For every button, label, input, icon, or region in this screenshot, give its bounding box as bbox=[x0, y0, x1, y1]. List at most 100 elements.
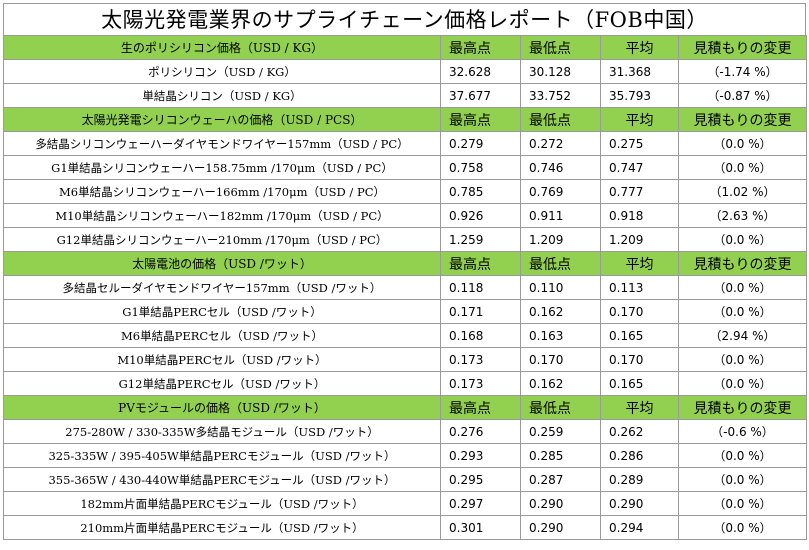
price-average: 0.289 bbox=[600, 467, 679, 492]
price-table-body: 生のポリシリコン価格（USD / KG） 最高点 最低点 平均 見積もりの変更 ポリシリコ… bbox=[3, 35, 807, 540]
column-header-average: 平均 bbox=[600, 35, 679, 60]
column-header-low: 最低点 bbox=[520, 395, 601, 420]
column-header-average: 平均 bbox=[600, 107, 679, 132]
price-low: 0.259 bbox=[520, 419, 601, 444]
column-header-high: 最高点 bbox=[440, 35, 521, 60]
column-header-change: 見積もりの変更 bbox=[678, 35, 807, 60]
table-row: 182mm片面単結晶PERCモジュール（USD /ワット） 0.297 0.290 0… bbox=[3, 491, 807, 516]
section-header-row: 太陽光発電シリコンウェーハの価格（USD / PCS） 最高点 最低点 平均 見積もりの… bbox=[3, 107, 807, 132]
price-high: 0.926 bbox=[440, 203, 521, 228]
price-average: 0.918 bbox=[600, 203, 679, 228]
column-header-low: 最低点 bbox=[520, 251, 601, 276]
table-row: 210mm片面単結晶PERCモジュール（USD /ワット） 0.301 0.290 0… bbox=[3, 515, 807, 540]
price-low: 33.752 bbox=[520, 83, 601, 108]
price-change: （0.0 %） bbox=[678, 275, 807, 300]
price-change: （-0.87 %） bbox=[678, 83, 807, 108]
product-name: M10単結晶シリコンウェーハー182mm /170μm（USD / PC） bbox=[3, 203, 441, 228]
price-low: 0.287 bbox=[520, 467, 601, 492]
price-change: （0.0 %） bbox=[678, 467, 807, 492]
price-average: 0.113 bbox=[600, 275, 679, 300]
product-name: ポリシリコン（USD / KG） bbox=[3, 59, 441, 84]
price-average: 35.793 bbox=[600, 83, 679, 108]
price-change: （0.0 %） bbox=[678, 515, 807, 540]
price-low: 0.746 bbox=[520, 155, 601, 180]
price-low: 0.290 bbox=[520, 515, 601, 540]
price-high: 0.276 bbox=[440, 419, 521, 444]
price-change: （0.0 %） bbox=[678, 491, 807, 516]
product-name: 多結晶シリコンウェーハーダイヤモンドワイヤー157mm（USD / PC） bbox=[3, 131, 441, 156]
product-name: G1単結晶シリコンウェーハー158.75mm /170μm（USD / PC） bbox=[3, 155, 441, 180]
price-high: 0.168 bbox=[440, 323, 521, 348]
price-average: 0.286 bbox=[600, 443, 679, 468]
table-row: 多結晶セルーダイヤモンドワイヤー157mm（USD /ワット） 0.118 0.11… bbox=[3, 275, 807, 300]
price-low: 0.911 bbox=[520, 203, 601, 228]
price-high: 0.293 bbox=[440, 443, 521, 468]
price-low: 0.285 bbox=[520, 443, 601, 468]
price-high: 0.171 bbox=[440, 299, 521, 324]
column-header-high: 最高点 bbox=[440, 251, 521, 276]
product-name: G12単結晶PERCセル（USD /ワット） bbox=[3, 371, 441, 396]
price-average: 0.262 bbox=[600, 419, 679, 444]
table-row: 多結晶シリコンウェーハーダイヤモンドワイヤー157mm（USD / PC） 0.2… bbox=[3, 131, 807, 156]
price-change: （-1.74 %） bbox=[678, 59, 807, 84]
table-row: 355-365W / 430-440W単結晶PERCモジュール（USD /ワット… bbox=[3, 467, 807, 492]
section-header-label: 太陽電池の価格（USD /ワット） bbox=[3, 251, 441, 276]
column-header-low: 最低点 bbox=[520, 107, 601, 132]
price-average: 1.209 bbox=[600, 227, 679, 252]
price-high: 0.297 bbox=[440, 491, 521, 516]
price-average: 0.747 bbox=[600, 155, 679, 180]
price-high: 0.173 bbox=[440, 347, 521, 372]
product-name: 多結晶セルーダイヤモンドワイヤー157mm（USD /ワット） bbox=[3, 275, 441, 300]
price-change: （0.0 %） bbox=[678, 371, 807, 396]
price-change: （0.0 %） bbox=[678, 347, 807, 372]
column-header-high: 最高点 bbox=[440, 107, 521, 132]
table-row: G12単結晶PERCセル（USD /ワット） 0.173 0.162 0.165 （0.… bbox=[3, 371, 807, 396]
price-high: 0.758 bbox=[440, 155, 521, 180]
column-header-high: 最高点 bbox=[440, 395, 521, 420]
table-row: G12単結晶シリコンウェーハー210mm /170μm（USD / PC） 1.2… bbox=[3, 227, 807, 252]
price-high: 0.118 bbox=[440, 275, 521, 300]
price-low: 0.163 bbox=[520, 323, 601, 348]
column-header-change: 見積もりの変更 bbox=[678, 251, 807, 276]
price-high: 32.628 bbox=[440, 59, 521, 84]
section-header-label: 太陽光発電シリコンウェーハの価格（USD / PCS） bbox=[3, 107, 441, 132]
price-low: 30.128 bbox=[520, 59, 601, 84]
price-low: 0.170 bbox=[520, 347, 601, 372]
column-header-change: 見積もりの変更 bbox=[678, 395, 807, 420]
price-high: 0.301 bbox=[440, 515, 521, 540]
table-row: G1単結晶シリコンウェーハー158.75mm /170μm（USD / PC） 0… bbox=[3, 155, 807, 180]
table-row: ポリシリコン（USD / KG） 32.628 30.128 31.368 （-1.74… bbox=[3, 59, 807, 84]
price-average: 31.368 bbox=[600, 59, 679, 84]
price-change: （0.0 %） bbox=[678, 299, 807, 324]
section-header-label: PVモジュールの価格（USD /ワット） bbox=[3, 395, 441, 420]
price-low: 1.209 bbox=[520, 227, 601, 252]
table-row: 単結晶シリコン（USD / KG） 37.677 33.752 35.793 （-0.8… bbox=[3, 83, 807, 108]
price-change: （0.0 %） bbox=[678, 443, 807, 468]
price-change: （0.0 %） bbox=[678, 227, 807, 252]
table-row: M10単結晶PERCセル（USD /ワット） 0.173 0.170 0.170 （0.… bbox=[3, 347, 807, 372]
price-average: 0.170 bbox=[600, 347, 679, 372]
price-average: 0.170 bbox=[600, 299, 679, 324]
column-header-average: 平均 bbox=[600, 251, 679, 276]
price-report: 太陽光発電業界のサプライチェーン価格レポート（FOB中国） 生のポリシリコン価格… bbox=[3, 3, 807, 540]
price-average: 0.165 bbox=[600, 371, 679, 396]
price-average: 0.294 bbox=[600, 515, 679, 540]
product-name: 355-365W / 430-440W単結晶PERCモジュール（USD /ワット… bbox=[3, 467, 441, 492]
price-change: （0.0 %） bbox=[678, 155, 807, 180]
price-average: 0.777 bbox=[600, 179, 679, 204]
report-title: 太陽光発電業界のサプライチェーン価格レポート（FOB中国） bbox=[3, 3, 806, 35]
price-high: 1.259 bbox=[440, 227, 521, 252]
price-low: 0.290 bbox=[520, 491, 601, 516]
price-low: 0.272 bbox=[520, 131, 601, 156]
price-high: 0.295 bbox=[440, 467, 521, 492]
price-high: 0.785 bbox=[440, 179, 521, 204]
table-row: 275-280W / 330-335W多結晶モジュール（USD /ワット） 0.2… bbox=[3, 419, 807, 444]
price-change: （1.02 %） bbox=[678, 179, 807, 204]
product-name: M10単結晶PERCセル（USD /ワット） bbox=[3, 347, 441, 372]
table-row: M10単結晶シリコンウェーハー182mm /170μm（USD / PC） 0.9… bbox=[3, 203, 807, 228]
price-low: 0.769 bbox=[520, 179, 601, 204]
column-header-change: 見積もりの変更 bbox=[678, 107, 807, 132]
product-name: G1単結晶PERCセル（USD /ワット） bbox=[3, 299, 441, 324]
section-header-row: 生のポリシリコン価格（USD / KG） 最高点 最低点 平均 見積もりの変更 bbox=[3, 35, 807, 60]
section-header-label: 生のポリシリコン価格（USD / KG） bbox=[3, 35, 441, 60]
